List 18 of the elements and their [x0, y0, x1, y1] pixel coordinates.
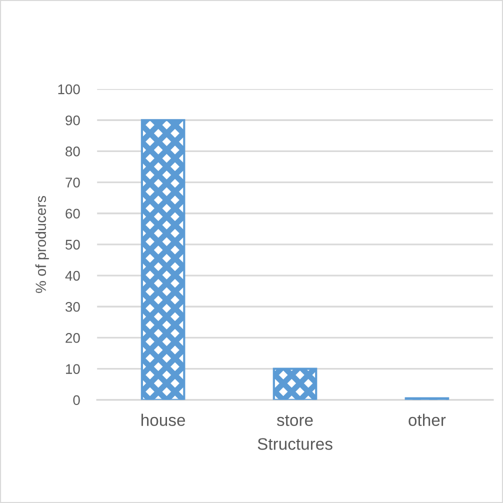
y-tick-label: 70	[66, 178, 80, 188]
y-tick-label: 80	[66, 146, 80, 156]
y-tick-label: 10	[66, 364, 80, 374]
y-tick-label: 20	[66, 333, 80, 343]
x-tick-label: house	[142, 414, 186, 426]
y-tick-label: 90	[66, 115, 80, 126]
y-tick-label: 60	[66, 208, 80, 219]
y-tick-label: 30	[65, 302, 80, 312]
x-axis-title: Structures	[258, 438, 332, 450]
y-tick-label: 50	[66, 240, 80, 250]
x-tick-label: store	[276, 415, 313, 426]
y-tick-label: 0	[73, 395, 80, 406]
y-tick-label: 100	[58, 84, 80, 94]
bar	[272, 368, 318, 400]
y-tick-label: 40	[65, 270, 80, 281]
y-axis-title: % of producers	[35, 196, 49, 293]
bar	[140, 119, 186, 400]
x-tick-label: other	[408, 414, 446, 426]
